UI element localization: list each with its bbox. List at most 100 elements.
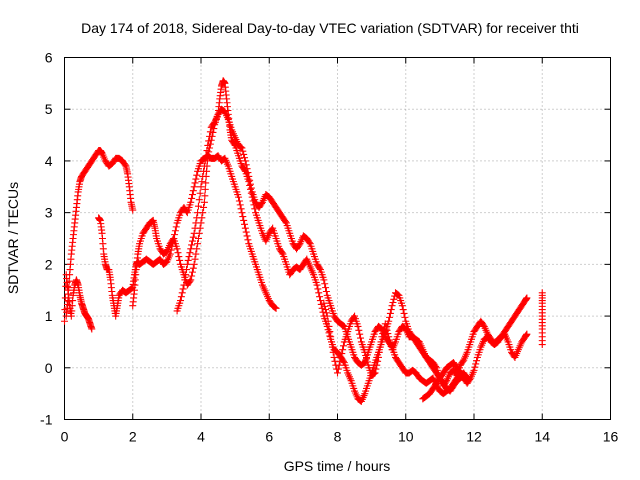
y-tick-label: 3 [45,205,53,221]
data-point [356,330,364,338]
data-point [381,320,389,328]
data-point [442,378,450,386]
data-point [466,375,474,383]
data-point [323,312,331,320]
data-point [268,225,276,233]
x-tick-label: 8 [334,429,342,445]
data-point [324,317,332,325]
data-point [202,179,210,187]
data-series [61,271,96,333]
data-point [388,302,396,310]
data-point [336,357,344,365]
data-point [175,253,183,261]
data-point [129,206,137,214]
data-point [321,302,329,310]
data-point [194,202,202,210]
data-point [314,285,322,293]
data-point [65,277,73,285]
data-point [375,348,383,356]
data-point [372,365,380,373]
data-point [190,183,198,191]
data-point [322,309,330,317]
data-point [326,328,334,336]
data-point [385,333,393,341]
data-point [189,233,197,241]
data-point [198,178,206,186]
data-point [328,338,336,346]
data-point [192,175,200,183]
data-point [64,290,72,298]
data-point [361,348,369,356]
data-point [187,245,195,253]
data-point [325,322,333,330]
data-point [242,161,250,169]
data-point [339,346,347,354]
data-point [270,303,278,311]
data-series [419,330,531,403]
data-point [378,333,386,341]
data-point [182,271,190,279]
data-series [95,152,280,320]
data-point [238,144,246,152]
data-point [237,143,245,151]
data-point [197,183,205,191]
data-point [65,284,73,292]
data-point [190,229,198,237]
data-point [182,266,190,274]
x-tick-label: 12 [466,429,482,445]
data-point [241,154,249,162]
data-point [305,238,313,246]
data-point [330,353,338,361]
data-point [246,176,254,184]
data-point [186,249,194,257]
data-point [339,322,347,330]
data-point [374,353,382,361]
chart-title: Day 174 of 2018, Sidereal Day-to-day VTE… [81,20,579,36]
data-point [236,201,244,209]
data-point [196,189,204,197]
data-point [193,214,201,222]
data-point [271,304,279,312]
data-point [184,256,192,264]
data-point [188,268,196,276]
data-point [320,276,328,284]
data-point [188,241,196,249]
data-point [334,365,342,373]
data-point [398,302,406,310]
x-tick-label: 10 [398,429,414,445]
data-point [382,323,390,331]
y-tick-label: 5 [45,101,53,117]
data-point [373,361,381,369]
data-point [238,209,246,217]
data-point [236,143,244,151]
data-point [182,207,190,215]
data-point [360,359,368,367]
data-point [241,220,249,228]
data-point [172,223,180,231]
data-point [315,289,323,297]
data-point [193,245,201,253]
data-point [178,289,186,297]
y-tick-label: 0 [45,360,53,376]
data-point [200,198,208,206]
data-point [355,326,363,334]
data-point [335,361,343,369]
data-point [235,193,243,201]
data-point [363,358,371,366]
data-point [185,253,193,261]
data-point [243,165,251,173]
data-point [390,295,398,303]
data-point [432,362,440,370]
data-point [320,299,328,307]
data-point [191,224,199,232]
data-point [194,235,202,242]
data-point [191,179,199,187]
data-marks [61,77,546,405]
data-point [471,363,479,371]
data-point [357,334,365,342]
data-point [470,366,478,374]
data-point [472,360,480,368]
data-point [188,191,196,199]
data-point [334,369,341,377]
